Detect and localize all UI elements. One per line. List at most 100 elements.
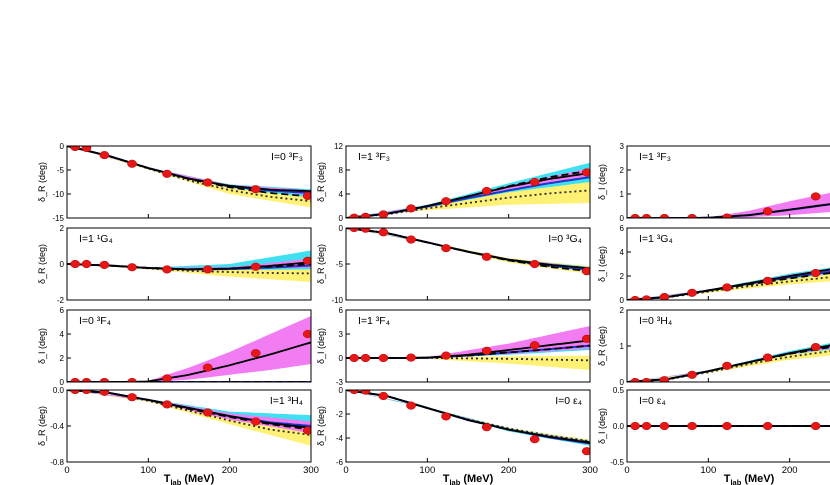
y-axis-label: δ_R (deg) xyxy=(37,244,47,284)
y-tick-label: 0 xyxy=(60,142,65,151)
data-point xyxy=(529,259,540,269)
data-point xyxy=(762,207,773,216)
y-tick-label: -15 xyxy=(52,214,64,223)
data-point xyxy=(581,334,590,343)
panel-2-0: 0 2 4 6 I=0 ³F₄ δ_I (deg) xyxy=(37,306,312,387)
panel-plot-area xyxy=(67,390,311,446)
y-tick-label: 0 xyxy=(620,378,625,387)
data-point xyxy=(810,192,821,201)
y-axis-label: δ_R (deg) xyxy=(37,406,47,446)
x-axis-label-sub: lab xyxy=(170,478,181,485)
y-tick-label: -2 xyxy=(336,410,344,419)
data-point xyxy=(810,421,821,431)
y-tick-label: -5 xyxy=(57,166,65,175)
data-point xyxy=(302,256,311,265)
band-magenta xyxy=(627,345,830,382)
band-magenta xyxy=(627,192,830,218)
x-axis-label: Tlab (MeV) xyxy=(164,473,215,485)
data-point xyxy=(641,377,652,382)
data-point xyxy=(202,363,213,372)
dashed-curve xyxy=(627,272,830,300)
data-point xyxy=(302,191,311,200)
y-tick-label: -4 xyxy=(336,434,344,443)
data-point xyxy=(406,235,416,244)
data-point xyxy=(360,353,371,363)
data-point xyxy=(378,210,389,218)
band-yellow xyxy=(346,355,590,370)
panel-frame xyxy=(345,145,591,219)
y-axis-label: δ_I (deg) xyxy=(597,408,607,444)
data-point xyxy=(70,146,80,152)
panel-3-0: 0.0 -0.4 -0.80 100 200 300 I=1 ³H₄ δ_R (deg) Tla… xyxy=(37,386,319,485)
y-tick-label: 1 xyxy=(620,190,625,199)
panel-plot-area xyxy=(346,326,590,370)
solid-curve xyxy=(67,341,311,382)
data-point xyxy=(529,435,540,444)
data-point xyxy=(441,412,451,421)
data-point xyxy=(162,400,172,409)
y-tick-label: 2 xyxy=(620,166,625,175)
panel-label: I=0 ε₄ xyxy=(555,395,582,407)
data-point xyxy=(481,252,492,261)
y-tick-label: 0 xyxy=(339,214,344,223)
x-tick-label: 200 xyxy=(222,465,238,476)
panel-0-0: 0 -5 -10 -15 I=0 ³F₃ δ_R (deg) xyxy=(37,142,312,223)
x-tick-label: 200 xyxy=(501,465,517,476)
band-magenta xyxy=(67,316,311,382)
data-point xyxy=(99,260,110,269)
panel-2-2: 0 1 2 I=0 ³H₄ δ_R (deg) xyxy=(597,306,830,387)
x-axis-label-main: T xyxy=(164,473,171,485)
data-point xyxy=(99,151,110,160)
data-point xyxy=(406,204,416,213)
x-axis-label: Tlab (MeV) xyxy=(443,473,494,485)
band-yellow xyxy=(627,273,830,300)
data-point xyxy=(481,346,492,355)
y-tick-label: 4 xyxy=(620,248,625,257)
data-point xyxy=(127,393,137,402)
x-axis-label: Tlab (MeV) xyxy=(724,473,775,485)
data-point xyxy=(378,391,389,401)
y-tick-label: 3 xyxy=(339,330,344,339)
data-point xyxy=(202,408,213,417)
data-point xyxy=(360,228,371,233)
panel-0-1: 0 4 8 12 I=1 ³F₃ δ_R (deg) xyxy=(316,142,591,223)
data-point xyxy=(81,377,92,382)
x-tick-label: 100 xyxy=(140,465,156,476)
y-tick-label: -0.5 xyxy=(610,458,624,467)
x-axis-label-main: T xyxy=(724,473,731,485)
data-point xyxy=(70,377,80,382)
panel-label: I=0 ³F₄ xyxy=(79,315,111,327)
data-point xyxy=(810,343,821,352)
y-tick-label: 8 xyxy=(339,166,344,175)
data-point xyxy=(250,349,261,358)
data-point xyxy=(378,228,389,237)
data-point xyxy=(349,353,359,363)
panel-plot-area xyxy=(627,421,830,431)
data-point xyxy=(302,329,311,339)
data-point xyxy=(162,265,172,274)
x-axis-label-sub: lab xyxy=(730,478,741,485)
data-point xyxy=(378,353,389,363)
data-point xyxy=(250,417,261,426)
data-point xyxy=(441,244,451,253)
data-point xyxy=(722,283,732,292)
panel-frame xyxy=(345,389,591,463)
data-point xyxy=(127,263,137,272)
band-cyan xyxy=(627,267,830,300)
y-tick-label: 1 xyxy=(620,342,625,351)
y-axis-label: δ_I (deg) xyxy=(597,164,607,200)
data-point xyxy=(162,374,172,382)
band-cyan xyxy=(346,390,590,446)
band-magenta xyxy=(346,326,590,358)
data-point xyxy=(202,265,213,274)
data-point xyxy=(630,421,640,431)
data-point xyxy=(481,423,492,432)
data-point xyxy=(99,390,110,396)
panel-label: I=1 ¹G₄ xyxy=(79,233,113,245)
y-tick-label: 0 xyxy=(339,354,344,363)
data-point xyxy=(581,267,590,276)
panel-label: I=1 ³G₄ xyxy=(639,233,673,245)
y-tick-label: -6 xyxy=(336,458,344,467)
data-point xyxy=(762,276,773,285)
